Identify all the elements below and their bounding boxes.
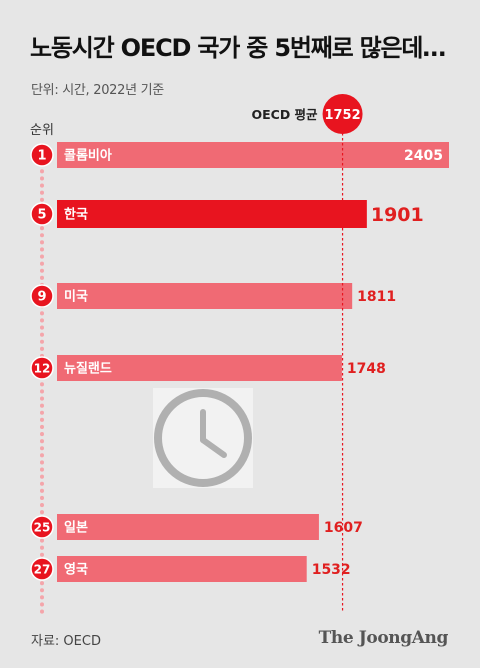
rank-badge	[30, 515, 54, 539]
rank-number: 25	[34, 521, 51, 535]
category-label: 미국	[64, 289, 88, 305]
rank-header: 순위	[30, 123, 54, 138]
oecd-average-badge	[322, 94, 363, 134]
rank-badge	[30, 557, 54, 581]
rank-number: 12	[34, 362, 51, 376]
rank-number: 1	[37, 149, 46, 164]
category-label: 콜롬비아	[64, 148, 112, 164]
rank-badge	[30, 202, 54, 226]
value-label: 1607	[324, 520, 363, 536]
oecd-average-label: OECD 평균	[251, 107, 318, 122]
bar	[57, 556, 307, 582]
brand-logo: The JoongAng	[318, 628, 449, 648]
chart-title: 노동시간 OECD 국가 중 5번째로 많은데…	[30, 34, 446, 62]
category-label: 한국	[64, 207, 88, 223]
category-label: 뉴질랜드	[64, 361, 112, 377]
chart-subtitle: 단위: 시간, 2022년 기준	[31, 83, 164, 98]
value-label: 1748	[347, 361, 386, 377]
oecd-average-value: 1752	[324, 108, 360, 123]
value-label: 1811	[357, 289, 396, 305]
bars-group: 1 콜롬비아 2405 5 한국 1901 9 미국 1811 12 뉴질랜드 1748 25 일본 160…	[30, 142, 449, 582]
rank-number: 5	[37, 208, 46, 223]
rank-number: 9	[37, 290, 46, 305]
bar	[57, 514, 319, 540]
source-note: 자료: OECD	[31, 634, 101, 649]
value-label: 1901	[371, 204, 424, 226]
rank-badge	[30, 356, 54, 380]
bar	[57, 200, 367, 228]
bar	[57, 283, 353, 309]
category-label: 일본	[64, 521, 88, 536]
rank-badge	[30, 284, 54, 308]
value-label: 2405	[404, 148, 443, 164]
bar	[57, 142, 449, 168]
category-label: 영국	[64, 563, 88, 578]
value-label: 1532	[312, 562, 351, 578]
rank-badge	[30, 143, 54, 167]
bar	[57, 355, 342, 381]
clock-icon	[153, 388, 253, 488]
rank-number: 27	[34, 563, 51, 577]
reference-group: 1752 OECD 평균	[251, 94, 363, 612]
